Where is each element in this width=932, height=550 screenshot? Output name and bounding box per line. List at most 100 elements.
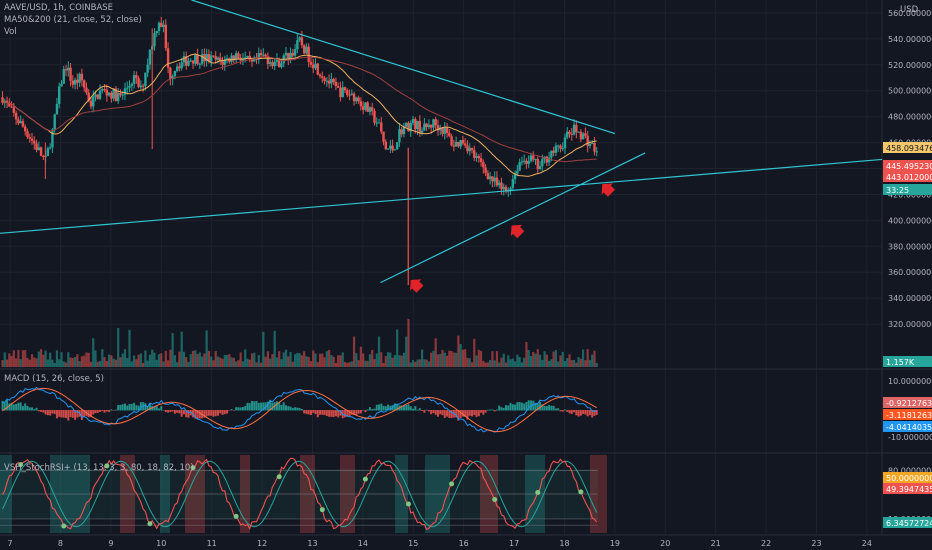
candle-body xyxy=(155,31,158,34)
macd-histogram-bar xyxy=(303,410,306,414)
volume-bar xyxy=(548,360,551,367)
macd-histogram-bar xyxy=(49,410,52,416)
stoch-legend[interactable]: VSH_StochRSI+ (13, 13, 3, 3, 80, 18, 82,… xyxy=(4,462,194,474)
macd-histogram-bar xyxy=(51,410,54,414)
candle-body xyxy=(561,148,564,150)
volume-bar xyxy=(298,353,301,367)
candle-body xyxy=(316,63,319,75)
volume-bar xyxy=(323,357,326,367)
volume-bar xyxy=(409,362,412,367)
volume-bar xyxy=(384,356,387,367)
time-tick-label: 18 xyxy=(559,539,569,548)
volume-bar xyxy=(24,350,27,367)
candle-body xyxy=(588,143,592,146)
macd-histogram-bar xyxy=(353,410,356,416)
volume-bar xyxy=(55,350,59,367)
candle-body xyxy=(391,145,394,151)
candle-body xyxy=(169,67,172,80)
macd-histogram-bar xyxy=(357,410,360,414)
macd-histogram-bar xyxy=(586,410,589,417)
volume-bar xyxy=(536,349,539,367)
macd-histogram-bar xyxy=(439,410,442,415)
candle-body xyxy=(475,155,478,158)
annotation-arrow-1 xyxy=(510,224,525,239)
volume-bar xyxy=(35,358,38,367)
arrow-icon xyxy=(510,224,525,239)
macd-histogram-bar xyxy=(76,410,79,418)
macd-histogram-bar xyxy=(559,410,562,412)
macd-histogram-bar xyxy=(275,401,278,411)
volume-bar xyxy=(128,329,131,367)
candle-body xyxy=(148,49,152,65)
macd-histogram-bar xyxy=(312,410,315,413)
macd-histogram-bar xyxy=(246,402,249,411)
candle-body xyxy=(545,156,549,163)
volume-bar xyxy=(568,354,571,367)
candle-body xyxy=(137,78,140,88)
volume-bar xyxy=(405,336,408,367)
volume-bar xyxy=(507,355,510,367)
stoch-cross-dot xyxy=(492,497,498,503)
candle-body xyxy=(566,131,569,138)
candle-body xyxy=(371,107,374,111)
volume-bar xyxy=(33,357,36,367)
volume-legend[interactable]: Vol xyxy=(4,26,17,38)
macd-histogram-bar xyxy=(228,410,231,411)
macd-histogram-bar xyxy=(470,410,473,417)
candle-body xyxy=(182,56,186,63)
candle-body xyxy=(112,88,115,99)
candle-body xyxy=(212,55,215,57)
stoch-cross-dot xyxy=(362,476,368,482)
candle-body xyxy=(24,126,27,132)
candle-body xyxy=(341,87,344,98)
volume-bar xyxy=(570,360,573,367)
candle-body xyxy=(230,55,233,62)
volume-bar xyxy=(572,359,576,367)
stoch-cross-dot xyxy=(276,474,282,480)
macd-histogram-bar xyxy=(486,409,489,411)
candle-body xyxy=(461,140,465,144)
macd-histogram-bar xyxy=(178,410,181,414)
macd-legend[interactable]: MACD (15, 26, close, 5) xyxy=(4,373,104,385)
volume-bar xyxy=(300,355,303,367)
annotation-arrows[interactable] xyxy=(405,178,617,294)
candle-body xyxy=(35,143,38,151)
time-tick-label: 13 xyxy=(307,539,317,548)
candle-body xyxy=(563,137,567,149)
candle-body xyxy=(76,79,79,83)
macd-histogram-bar xyxy=(230,409,233,411)
volume-bar xyxy=(441,349,444,367)
macd-histogram-bar xyxy=(212,410,215,417)
macd-histogram-bar xyxy=(500,407,503,411)
candle-body xyxy=(87,92,90,101)
volume-bar xyxy=(123,349,127,367)
macd-histogram-bar xyxy=(55,410,58,419)
price-tick-label: 360.00000000 xyxy=(888,268,932,277)
candle-body xyxy=(488,176,492,180)
volume-bar xyxy=(339,355,342,367)
macd-histogram-bar xyxy=(409,406,412,411)
candle-body xyxy=(248,55,251,59)
volume-bar xyxy=(518,356,521,367)
candle-body xyxy=(393,149,397,151)
price-badge-1: 445.49523077 xyxy=(886,162,932,171)
macd-histogram-bar xyxy=(595,410,598,415)
macd-histogram-bar xyxy=(226,410,229,414)
macd-histogram-bar xyxy=(484,410,487,413)
macd-histogram-bar xyxy=(130,403,133,411)
candle-body xyxy=(166,48,170,68)
macd-histogram-bar xyxy=(171,410,174,412)
stoch-cross-dot xyxy=(190,465,196,471)
volume-bar xyxy=(271,354,274,367)
trendlines[interactable] xyxy=(0,0,883,284)
ma-legend[interactable]: MA50&200 (21, close, 52, close) xyxy=(4,14,142,26)
symbol-legend[interactable]: AAVE/USD, 1h, COINBASE xyxy=(4,2,113,14)
volume-bar xyxy=(28,359,31,367)
candle-body xyxy=(357,97,360,102)
time-tick-label: 9 xyxy=(108,539,113,548)
macd-line xyxy=(2,386,597,433)
candle-body xyxy=(586,135,589,146)
volume-bar xyxy=(450,351,453,367)
candle-body xyxy=(518,162,521,171)
